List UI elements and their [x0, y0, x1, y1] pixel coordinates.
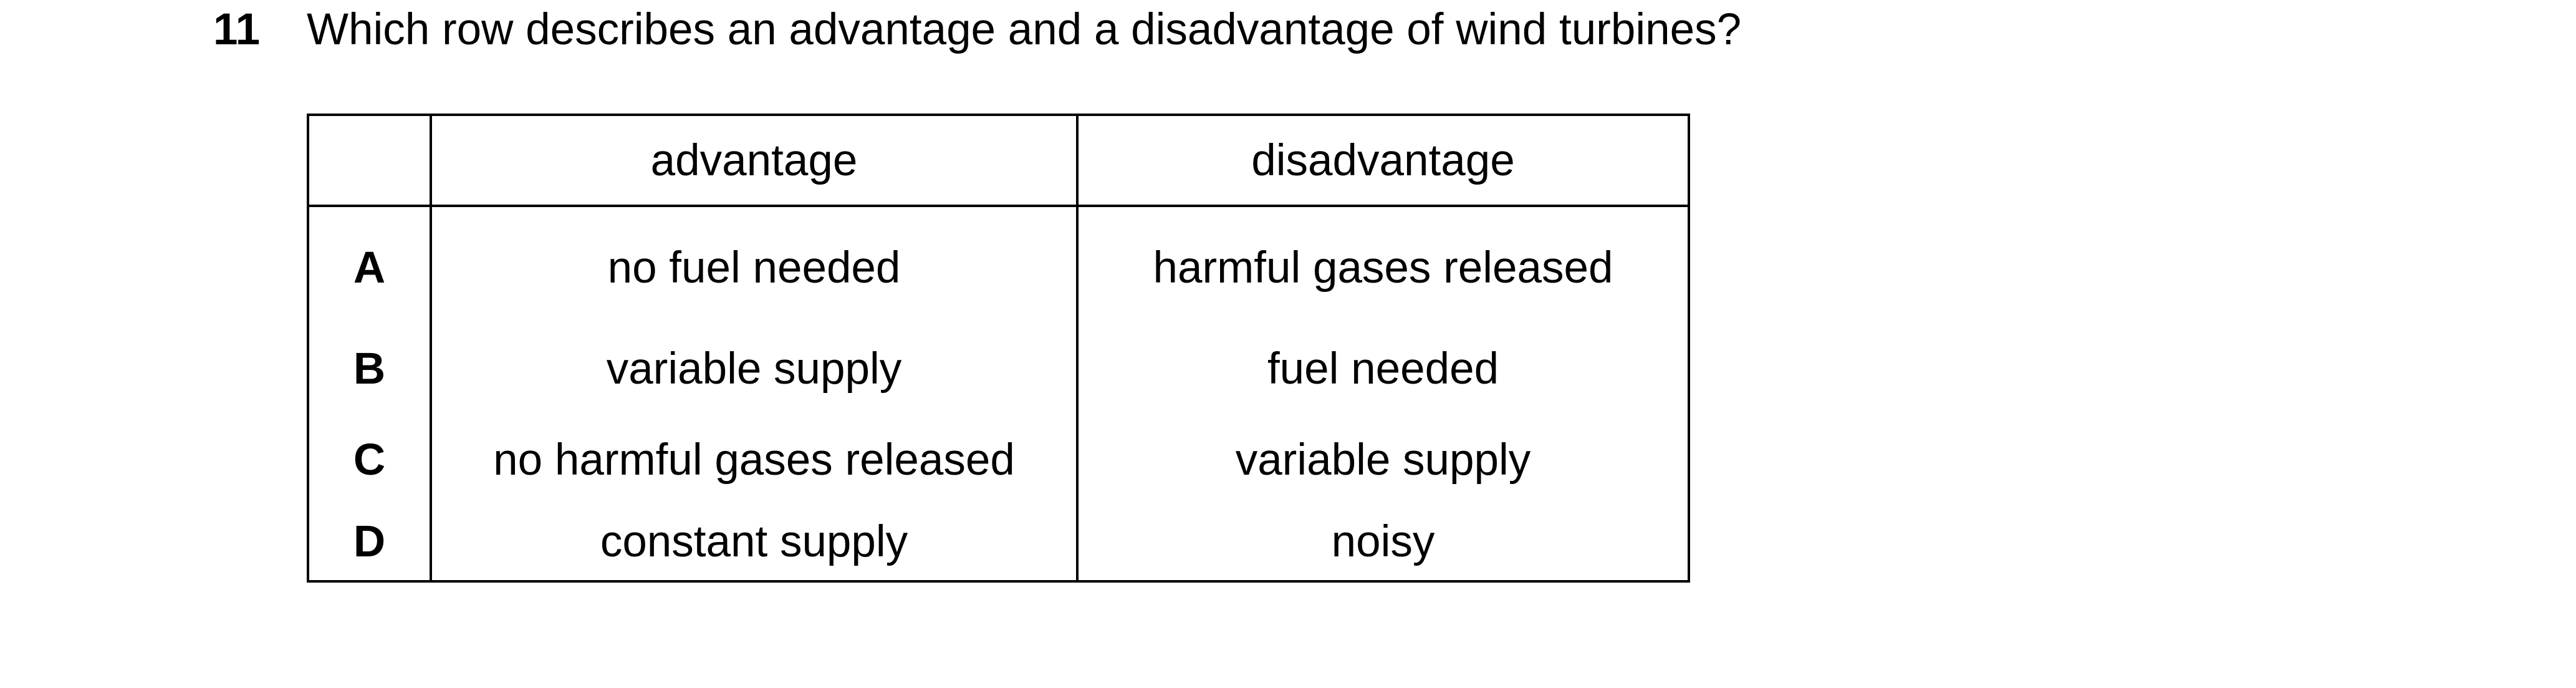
- disadvantage-cell: harmful gases released: [1076, 205, 1690, 323]
- disadvantage-cell: noisy: [1076, 505, 1690, 583]
- disadvantage-cell: fuel needed: [1076, 323, 1690, 414]
- advantage-cell: constant supply: [430, 505, 1079, 583]
- table-row: C no harmful gases released variable sup…: [307, 414, 1690, 505]
- advantage-cell: no fuel needed: [430, 205, 1079, 323]
- table-row: B variable supply fuel needed: [307, 323, 1690, 414]
- table-row: A no fuel needed harmful gases released: [307, 205, 1690, 323]
- advantage-cell: variable supply: [430, 323, 1079, 414]
- table-row: D constant supply noisy: [307, 505, 1690, 583]
- answer-table: advantage disadvantage A no fuel needed …: [307, 114, 1690, 583]
- option-letter: B: [307, 323, 432, 414]
- option-letter: D: [307, 505, 432, 583]
- header-letter-cell: [307, 114, 432, 207]
- disadvantage-cell: variable supply: [1076, 414, 1690, 505]
- question-number: 11: [213, 5, 261, 54]
- option-letter: C: [307, 414, 432, 505]
- header-disadvantage: disadvantage: [1076, 114, 1690, 207]
- question-text: Which row describes an advantage and a d…: [307, 5, 1742, 54]
- advantage-cell: no harmful gases released: [430, 414, 1079, 505]
- option-letter: A: [307, 205, 432, 323]
- table-header-row: advantage disadvantage: [307, 114, 1690, 207]
- header-advantage: advantage: [430, 114, 1079, 207]
